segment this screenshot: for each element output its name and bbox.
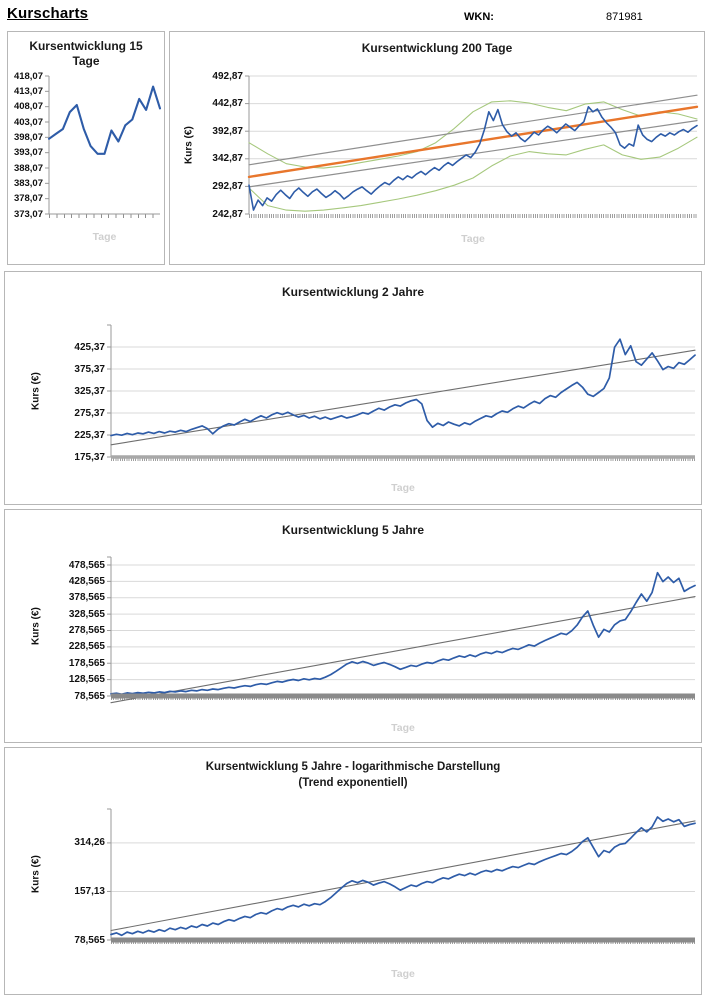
y-tick-label: 478,565 (68, 559, 105, 571)
chart-title-line: Kursentwicklung 5 Jahre - logarithmische… (205, 761, 501, 773)
y-tick-label: 328,565 (68, 608, 105, 620)
chart-title: Kursentwicklung 15 Tage (8, 39, 164, 69)
series-trend-exponentiell (110, 820, 696, 932)
panel-kursentwicklung-5-jahre: Kursentwicklung 5 Jahre Kurs (€) 478,565… (4, 509, 702, 743)
y-axis-label: Kurs (€) (30, 855, 42, 894)
chart-canvas (107, 324, 696, 459)
y-tick-label: 492,87 (212, 70, 243, 82)
chart-canvas (45, 75, 162, 215)
y-tick-label: 242,87 (212, 208, 243, 220)
series-kanal-oben (248, 94, 698, 166)
y-tick-label: 225,37 (74, 429, 105, 441)
chart-canvas (107, 556, 696, 704)
series-trend (110, 349, 696, 446)
y-tick-label: 342,87 (212, 153, 243, 165)
chart-title-line: Kursentwicklung 15 (29, 39, 143, 53)
plot-area: 478,565 428,565 378,565 328,565 278,565 228,5… (69, 556, 696, 704)
y-tick-label: 292,87 (212, 180, 243, 192)
y-tick-label: 413,07 (13, 85, 43, 97)
series-kurs (110, 571, 696, 696)
chart-title-line: (Trend exponentiell) (298, 777, 408, 789)
chart-title: Kursentwicklung 5 Jahre - logarithmische… (5, 759, 701, 791)
y-tick-label: 388,07 (13, 162, 43, 174)
chart-title: Kursentwicklung 5 Jahre (281, 523, 425, 537)
panel-kursentwicklung-5-jahre-log: Kursentwicklung 5 Jahre - logarithmische… (4, 747, 702, 995)
panel-kursentwicklung-15-tage: Kursentwicklung 15 Tage 418,07 413,07 408,… (7, 31, 165, 265)
y-tick-label: 78,565 (74, 934, 105, 946)
y-axis-label: Kurs (€) (30, 607, 42, 646)
x-axis-label-watermark: Tage (461, 233, 485, 245)
y-tick-label: 398,07 (13, 131, 43, 143)
plot-area: 418,07 413,07 408,07 403,07 398,07 393,07 388,… (14, 71, 162, 220)
series-kurs (248, 105, 698, 211)
series-band-unten (248, 136, 698, 212)
x-axis-label-watermark: Tage (92, 231, 117, 243)
x-axis-ticks (111, 457, 695, 461)
series-band-oben (248, 100, 698, 169)
y-tick-label: 408,07 (13, 101, 43, 113)
y-tick-label: 392,87 (212, 125, 243, 137)
series-kurs (47, 85, 162, 155)
chart-title: Kursentwicklung 200 Tage (361, 41, 513, 55)
series-kurs (110, 338, 696, 437)
series-kurs (110, 816, 696, 937)
y-tick-label: 78,565 (74, 690, 105, 702)
y-tick-label: 442,87 (212, 98, 243, 110)
y-tick-label: 278,565 (68, 625, 105, 636)
y-tick-label: 428,565 (68, 575, 105, 587)
y-tick-label: 403,07 (13, 116, 43, 128)
series-trend (110, 596, 696, 704)
page-title: Kurscharts (7, 5, 89, 22)
plot-area: 425,37 375,37 325,37 275,37 225,37 175,37 (74, 324, 696, 463)
x-axis-ticks (249, 214, 697, 218)
chart-canvas (245, 75, 699, 215)
x-axis-label-watermark: Tage (391, 482, 415, 494)
wkn-value: 871981 (606, 11, 643, 23)
panel-kursentwicklung-200-tage: Kursentwicklung 200 Tage Kurs (€) 492,87… (169, 31, 705, 265)
y-tick-label: 228,565 (68, 641, 105, 653)
panel-kursentwicklung-2-jahre: Kursentwicklung 2 Jahre Kurs (€) 425,37 3… (4, 271, 702, 505)
x-axis-label-watermark: Tage (391, 722, 415, 734)
plot-area: 314,26 157,13 78,565 (74, 808, 696, 946)
y-tick-label: 373,07 (13, 208, 43, 220)
y-tick-label: 378,565 (68, 592, 105, 604)
y-tick-label: 178,565 (68, 657, 105, 669)
x-axis-label-watermark: Tage (391, 968, 415, 980)
y-tick-label: 393,07 (13, 147, 43, 159)
y-tick-label: 425,37 (74, 341, 105, 353)
y-tick-label: 275,37 (74, 407, 105, 419)
y-axis-label: Kurs (€) (30, 372, 42, 410)
y-tick-label: 325,37 (74, 385, 105, 397)
y-tick-label: 314,26 (74, 837, 105, 849)
y-tick-label: 418,07 (13, 70, 43, 82)
y-tick-label: 157,13 (74, 885, 105, 897)
y-tick-label: 383,07 (13, 177, 43, 189)
plot-area: 492,87 442,87 392,87 342,87 292,87 242,87 (212, 71, 699, 220)
y-tick-label: 378,07 (13, 193, 43, 205)
y-axis-label: Kurs (€) (183, 126, 195, 164)
y-tick-label: 375,37 (74, 363, 105, 375)
y-tick-label: 175,37 (74, 451, 105, 463)
chart-canvas (107, 808, 696, 943)
wkn-label: WKN: (464, 11, 494, 23)
chart-title: Kursentwicklung 2 Jahre (281, 285, 425, 299)
series-trend (247, 105, 699, 179)
chart-title-line: Tage (72, 54, 100, 68)
x-axis-ticks (49, 214, 160, 218)
y-tick-label: 128,565 (68, 674, 105, 686)
